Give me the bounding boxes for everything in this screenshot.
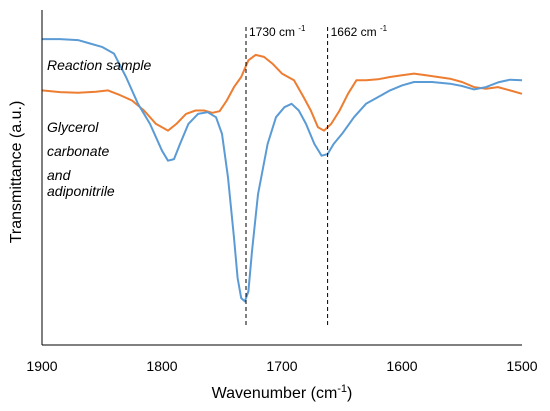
plot-lines: [41, 38, 523, 303]
x-tick-label: 1600: [386, 358, 417, 374]
series-label-glycerol-line-2: carbonate: [47, 143, 109, 159]
series-label-glycerol-line-3: and: [47, 167, 72, 183]
series-label-reaction-sample: Reaction sample: [47, 57, 151, 73]
series-label-glycerol: Glycerol carbonate and adiponitrile: [47, 119, 115, 199]
x-tick-labels: 1900 1800 1700 1600 1500: [26, 358, 537, 374]
series-label-glycerol-line-4: adiponitrile: [47, 183, 115, 199]
annotation-label: 1730 cm -1: [249, 24, 306, 39]
x-tick-label: 1500: [506, 358, 537, 374]
x-tick-label: 1900: [26, 358, 57, 374]
y-axis-title: Transmittance (a.u.): [8, 101, 25, 244]
axes: [41, 10, 522, 346]
annotations: 1730 cm -1 1662 cm -1: [245, 24, 388, 328]
x-axis-title: Wavenumber (cm-1): [212, 383, 353, 402]
series-line-reaction-sample: [42, 38, 523, 303]
x-tick-label: 1800: [146, 358, 177, 374]
series-label-reaction: Reaction sample: [47, 57, 151, 73]
x-tick-label: 1700: [266, 358, 297, 374]
annotation-label: 1662 cm -1: [331, 24, 388, 39]
series-label-glycerol-line-1: Glycerol: [47, 119, 99, 135]
series-line-glycerol-carbonate: [41, 53, 523, 132]
